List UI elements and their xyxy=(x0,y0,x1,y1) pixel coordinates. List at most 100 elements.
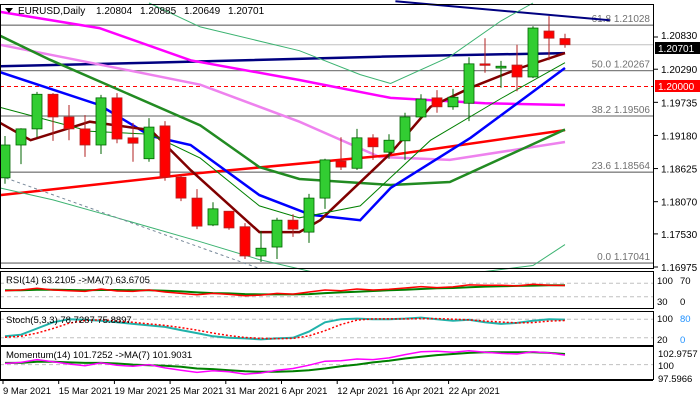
candle-body xyxy=(511,64,523,78)
candle xyxy=(335,137,347,171)
candle-body xyxy=(95,97,107,146)
current-price-badge: 1.20701 xyxy=(655,42,700,55)
candle xyxy=(415,94,427,119)
candle xyxy=(367,134,379,160)
current-price-text: 1.20701 xyxy=(658,44,695,55)
candle-body xyxy=(207,208,219,226)
date-tick-label: 31 Mar 2021 xyxy=(226,386,279,397)
candle xyxy=(479,38,491,73)
candle xyxy=(559,33,571,48)
fib-level-label: 61.8 1.21028 xyxy=(592,14,651,25)
price-tick-label: 1.19735 xyxy=(661,98,698,109)
candle xyxy=(383,134,395,159)
candle xyxy=(95,94,107,154)
stoch-label: Stoch(5,3,3) 78.7287 75.8897 xyxy=(6,315,132,326)
date-tick-label: 22 Apr 2021 xyxy=(449,386,500,397)
candle-body xyxy=(543,30,555,39)
lower-band-line xyxy=(0,187,566,272)
rsi-line xyxy=(4,283,566,297)
candle xyxy=(175,174,187,202)
price-tick-label: 1.20290 xyxy=(661,65,698,76)
momentum-axis-min: 97.5966 xyxy=(658,374,692,385)
level-badge-text: 1.20000 xyxy=(658,82,695,93)
price-tick-label: 1.16975 xyxy=(661,263,698,274)
candle xyxy=(271,217,283,259)
candle-body xyxy=(287,219,299,230)
candle xyxy=(191,189,203,230)
collapse-triangle-icon[interactable] xyxy=(5,8,13,13)
candle-body xyxy=(495,65,507,69)
candle xyxy=(79,115,91,157)
candle xyxy=(159,121,171,181)
date-tick-label: 16 Apr 2021 xyxy=(393,386,444,397)
momentum-frame xyxy=(0,346,654,380)
stoch-signal-line xyxy=(4,317,566,340)
candle xyxy=(47,93,59,141)
rsi-panel[interactable] xyxy=(0,282,653,298)
stoch-panel[interactable] xyxy=(0,316,653,341)
candle xyxy=(0,136,11,184)
upper-band-line xyxy=(148,2,534,85)
level-badge: 1.20000 xyxy=(655,80,700,93)
candle-body xyxy=(479,63,491,66)
date-axis: 9 Mar 2021 15 Mar 2021 19 Mar 2021 25 Mar 2… xyxy=(0,380,653,397)
dashed-trendline-line xyxy=(0,175,260,269)
magenta-ma-line xyxy=(0,10,566,107)
stoch-axis-80: 80 xyxy=(680,314,691,325)
high-value: 1.20885 xyxy=(140,6,177,17)
candle-body xyxy=(143,126,155,160)
momentum-label: Momentum(14) 101.7252 ->MA(7) 101.9031 xyxy=(6,350,192,361)
candle xyxy=(399,112,411,160)
green-ma-line xyxy=(0,34,566,187)
candle-body xyxy=(271,219,283,248)
candle-body xyxy=(415,98,427,118)
candle xyxy=(303,193,315,243)
candle xyxy=(111,93,123,144)
open-value: 1.20804 xyxy=(96,6,133,17)
candle-body xyxy=(79,128,91,146)
candle-body xyxy=(399,116,411,142)
candle xyxy=(207,202,219,227)
candle-body xyxy=(431,97,443,108)
price-tick-label: 1.20830 xyxy=(661,31,698,42)
price-plot[interactable]: 61.8 1.21028 50.0 1.20267 38.2 1.19506 23.6… xyxy=(0,0,653,272)
price-axis: 1.20830 1.20290 1.19735 1.19180 1.18625 1.180… xyxy=(654,31,698,274)
date-tick-label: 25 Mar 2021 xyxy=(170,386,223,397)
rsi-label: RSI(14) 63.2105 ->MA(7) 63.6705 xyxy=(6,275,150,286)
candle-body xyxy=(527,27,539,78)
candle-body xyxy=(159,125,171,178)
fib-level-label: 38.2 1.19506 xyxy=(592,105,651,116)
low-value: 1.20649 xyxy=(184,6,221,17)
rsi-axis-70: 70 xyxy=(680,276,691,287)
stoch-axis-20: 20 xyxy=(657,335,668,346)
date-tick-label: 9 Mar 2021 xyxy=(3,386,51,397)
date-tick-label: 12 Apr 2021 xyxy=(337,386,388,397)
candle-body xyxy=(191,197,203,227)
candle xyxy=(143,118,155,162)
fib-level-label: 23.6 1.18564 xyxy=(592,161,651,172)
candle xyxy=(495,60,507,88)
candle-body xyxy=(463,63,475,104)
candle xyxy=(527,26,539,79)
price-tick-label: 1.19180 xyxy=(661,131,698,142)
momentum-axis-max: 102.9757 xyxy=(658,349,698,360)
candle-body xyxy=(319,159,331,199)
momentum-line xyxy=(4,349,566,375)
red-ma-line xyxy=(0,128,566,197)
rsi-axis-30: 30 xyxy=(657,297,668,308)
candle xyxy=(239,223,251,259)
candle-body xyxy=(239,226,251,257)
candle xyxy=(255,230,267,262)
momentum-panel[interactable] xyxy=(0,349,653,375)
price-tick-label: 1.18625 xyxy=(661,165,698,176)
candle-body xyxy=(223,210,235,229)
chart-header: EURUSD,Daily 1.20804 1.20885 1.20649 1.2… xyxy=(5,6,265,17)
candle-body xyxy=(255,247,267,257)
price-tick-label: 1.17530 xyxy=(661,230,698,241)
candle xyxy=(463,57,475,122)
candle xyxy=(351,128,363,171)
candle xyxy=(223,210,235,230)
candle xyxy=(431,90,443,113)
